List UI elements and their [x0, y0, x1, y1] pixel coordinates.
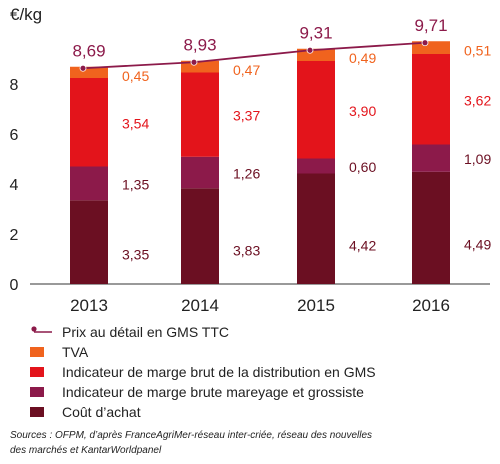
legend-item-tva: TVA	[30, 342, 490, 362]
bar-segment	[412, 54, 450, 145]
legend-item-distribution: Indicateur de marge brut de la distribut…	[30, 362, 490, 382]
bar-value-label: 3,37	[233, 108, 260, 124]
bar-segment	[181, 188, 219, 284]
price-line-series: 8,69 8,93 9,31 9,71	[72, 16, 448, 72]
data-labels: 3,35 1,35 3,54 0,45 3,83 1,26 3,37 0,47 4,42 0,60…	[122, 42, 491, 262]
x-tick-label: 2015	[297, 296, 335, 315]
legend-item-mareyage: Indicateur de marge brute mareyage et gr…	[30, 382, 490, 402]
price-point	[306, 46, 314, 54]
bar-value-label: 1,09	[464, 151, 491, 167]
bar-segment	[297, 158, 335, 174]
price-point	[421, 39, 429, 47]
bar-value-label: 1,35	[122, 176, 149, 192]
price-value-label: 8,69	[72, 41, 105, 60]
bar-segment	[181, 156, 219, 189]
bar-segment	[70, 66, 108, 78]
legend-line-marker-icon	[30, 325, 52, 339]
bar-segment	[297, 173, 335, 284]
axes: €/kg 0 2 4 6 8 2013 2014 2015 2016	[10, 5, 490, 315]
legend-item-cout-achat: Coût d’achat	[30, 402, 490, 422]
sources-line-2: des marchés et KantarWorldpanel	[10, 445, 162, 456]
price-value-label: 8,93	[183, 35, 216, 54]
legend-swatch-mareyage	[30, 387, 44, 397]
legend-swatch-cout-achat	[30, 407, 44, 417]
bar-value-label: 4,49	[464, 237, 491, 253]
bar-value-label: 0,45	[122, 68, 149, 84]
price-value-label: 9,31	[299, 23, 332, 42]
y-tick-label: 4	[10, 177, 19, 194]
x-tick-label: 2016	[412, 296, 450, 315]
x-tick-label: 2013	[70, 296, 108, 315]
bar-segment	[70, 200, 108, 284]
bar-segment	[412, 41, 450, 54]
y-tick-label: 2	[10, 227, 19, 244]
bar-value-label: 0,47	[233, 62, 260, 78]
y-axis-title: €/kg	[10, 5, 42, 24]
bar-value-label: 0,51	[464, 42, 491, 58]
bar-segment	[297, 61, 335, 159]
y-tick-label: 0	[10, 277, 19, 294]
bar-value-label: 3,90	[349, 103, 376, 119]
price-point	[190, 58, 198, 66]
legend-label-tva: TVA	[62, 344, 89, 360]
legend-label-mareyage: Indicateur de marge brute mareyage et gr…	[62, 384, 364, 400]
y-tick-label: 8	[10, 77, 19, 94]
stacked-bar-chart: €/kg 0 2 4 6 8 2013 2014 2015 2016 8,69 8,93 9,31 9,…	[10, 5, 492, 315]
bar-segment	[412, 171, 450, 284]
legend: Prix au détail en GMS TTC TVA Indicateur…	[30, 322, 490, 422]
legend-label-price: Prix au détail en GMS TTC	[62, 324, 230, 340]
legend-swatch-distribution	[30, 367, 44, 377]
bar-value-label: 0,49	[349, 50, 376, 66]
legend-item-price: Prix au détail en GMS TTC	[30, 322, 490, 342]
bar-segment	[412, 144, 450, 172]
bars	[70, 41, 450, 284]
bar-value-label: 3,54	[122, 115, 149, 131]
legend-swatch-tva	[30, 347, 44, 357]
bar-segment	[181, 60, 219, 73]
bar-segment	[297, 48, 335, 61]
bar-segment	[181, 72, 219, 157]
bar-value-label: 3,83	[233, 242, 260, 258]
price-value-label: 9,71	[414, 16, 447, 35]
bar-value-label: 4,42	[349, 237, 376, 253]
bar-value-label: 0,60	[349, 159, 376, 175]
bar-value-label: 3,35	[122, 247, 149, 263]
y-tick-label: 6	[10, 127, 19, 144]
bar-segment	[70, 78, 108, 167]
sources-note: Sources : OFPM, d’après FranceAgriMer-ré…	[10, 428, 490, 458]
price-line	[82, 41, 426, 70]
bar-value-label: 1,26	[233, 166, 260, 182]
price-point	[79, 64, 87, 72]
legend-label-cout-achat: Coût d’achat	[62, 404, 141, 420]
x-tick-label: 2014	[181, 296, 219, 315]
sources-line-1: Sources : OFPM, d’après FranceAgriMer-ré…	[10, 430, 373, 441]
bar-value-label: 3,62	[464, 92, 491, 108]
bar-segment	[70, 166, 108, 201]
legend-label-distribution: Indicateur de marge brut de la distribut…	[62, 364, 376, 380]
